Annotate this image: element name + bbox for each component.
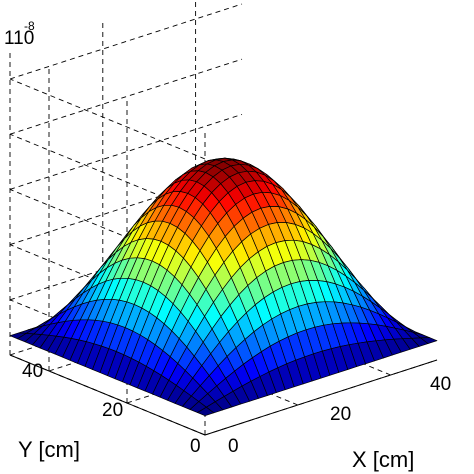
x-tick-label: 40 (430, 374, 451, 395)
z-multiplier: 110 (4, 28, 34, 49)
wall-grid-line (9, 58, 243, 135)
wall-grid-line (9, 188, 206, 270)
y-axis-line (9, 354, 206, 436)
wall-grid-line (9, 244, 206, 326)
y-tick-label: 40 (22, 361, 43, 382)
y-axis-label: Y [cm] (18, 437, 80, 462)
z-multiplier-exponent: -8 (24, 19, 35, 33)
x-tick-label: 20 (330, 404, 351, 425)
wall-grid-line (9, 78, 206, 160)
x-axis-line (204, 359, 438, 436)
wall-grid-line (9, 133, 206, 215)
surface-mesh (9, 157, 438, 417)
x-axis-label: X [cm] (352, 447, 414, 472)
y-tick-label: 20 (102, 400, 123, 421)
wall-grid-line (9, 113, 243, 190)
x-tick-label: 0 (228, 436, 239, 457)
axis-labels: 110 -8 40 20 0 0 20 40 Y [cm] X [cm] (4, 19, 451, 472)
surface-cell (420, 337, 438, 344)
wall-grid-line (9, 299, 206, 381)
wall-grid-line (9, 3, 243, 80)
y-tick-label: 0 (190, 436, 201, 457)
